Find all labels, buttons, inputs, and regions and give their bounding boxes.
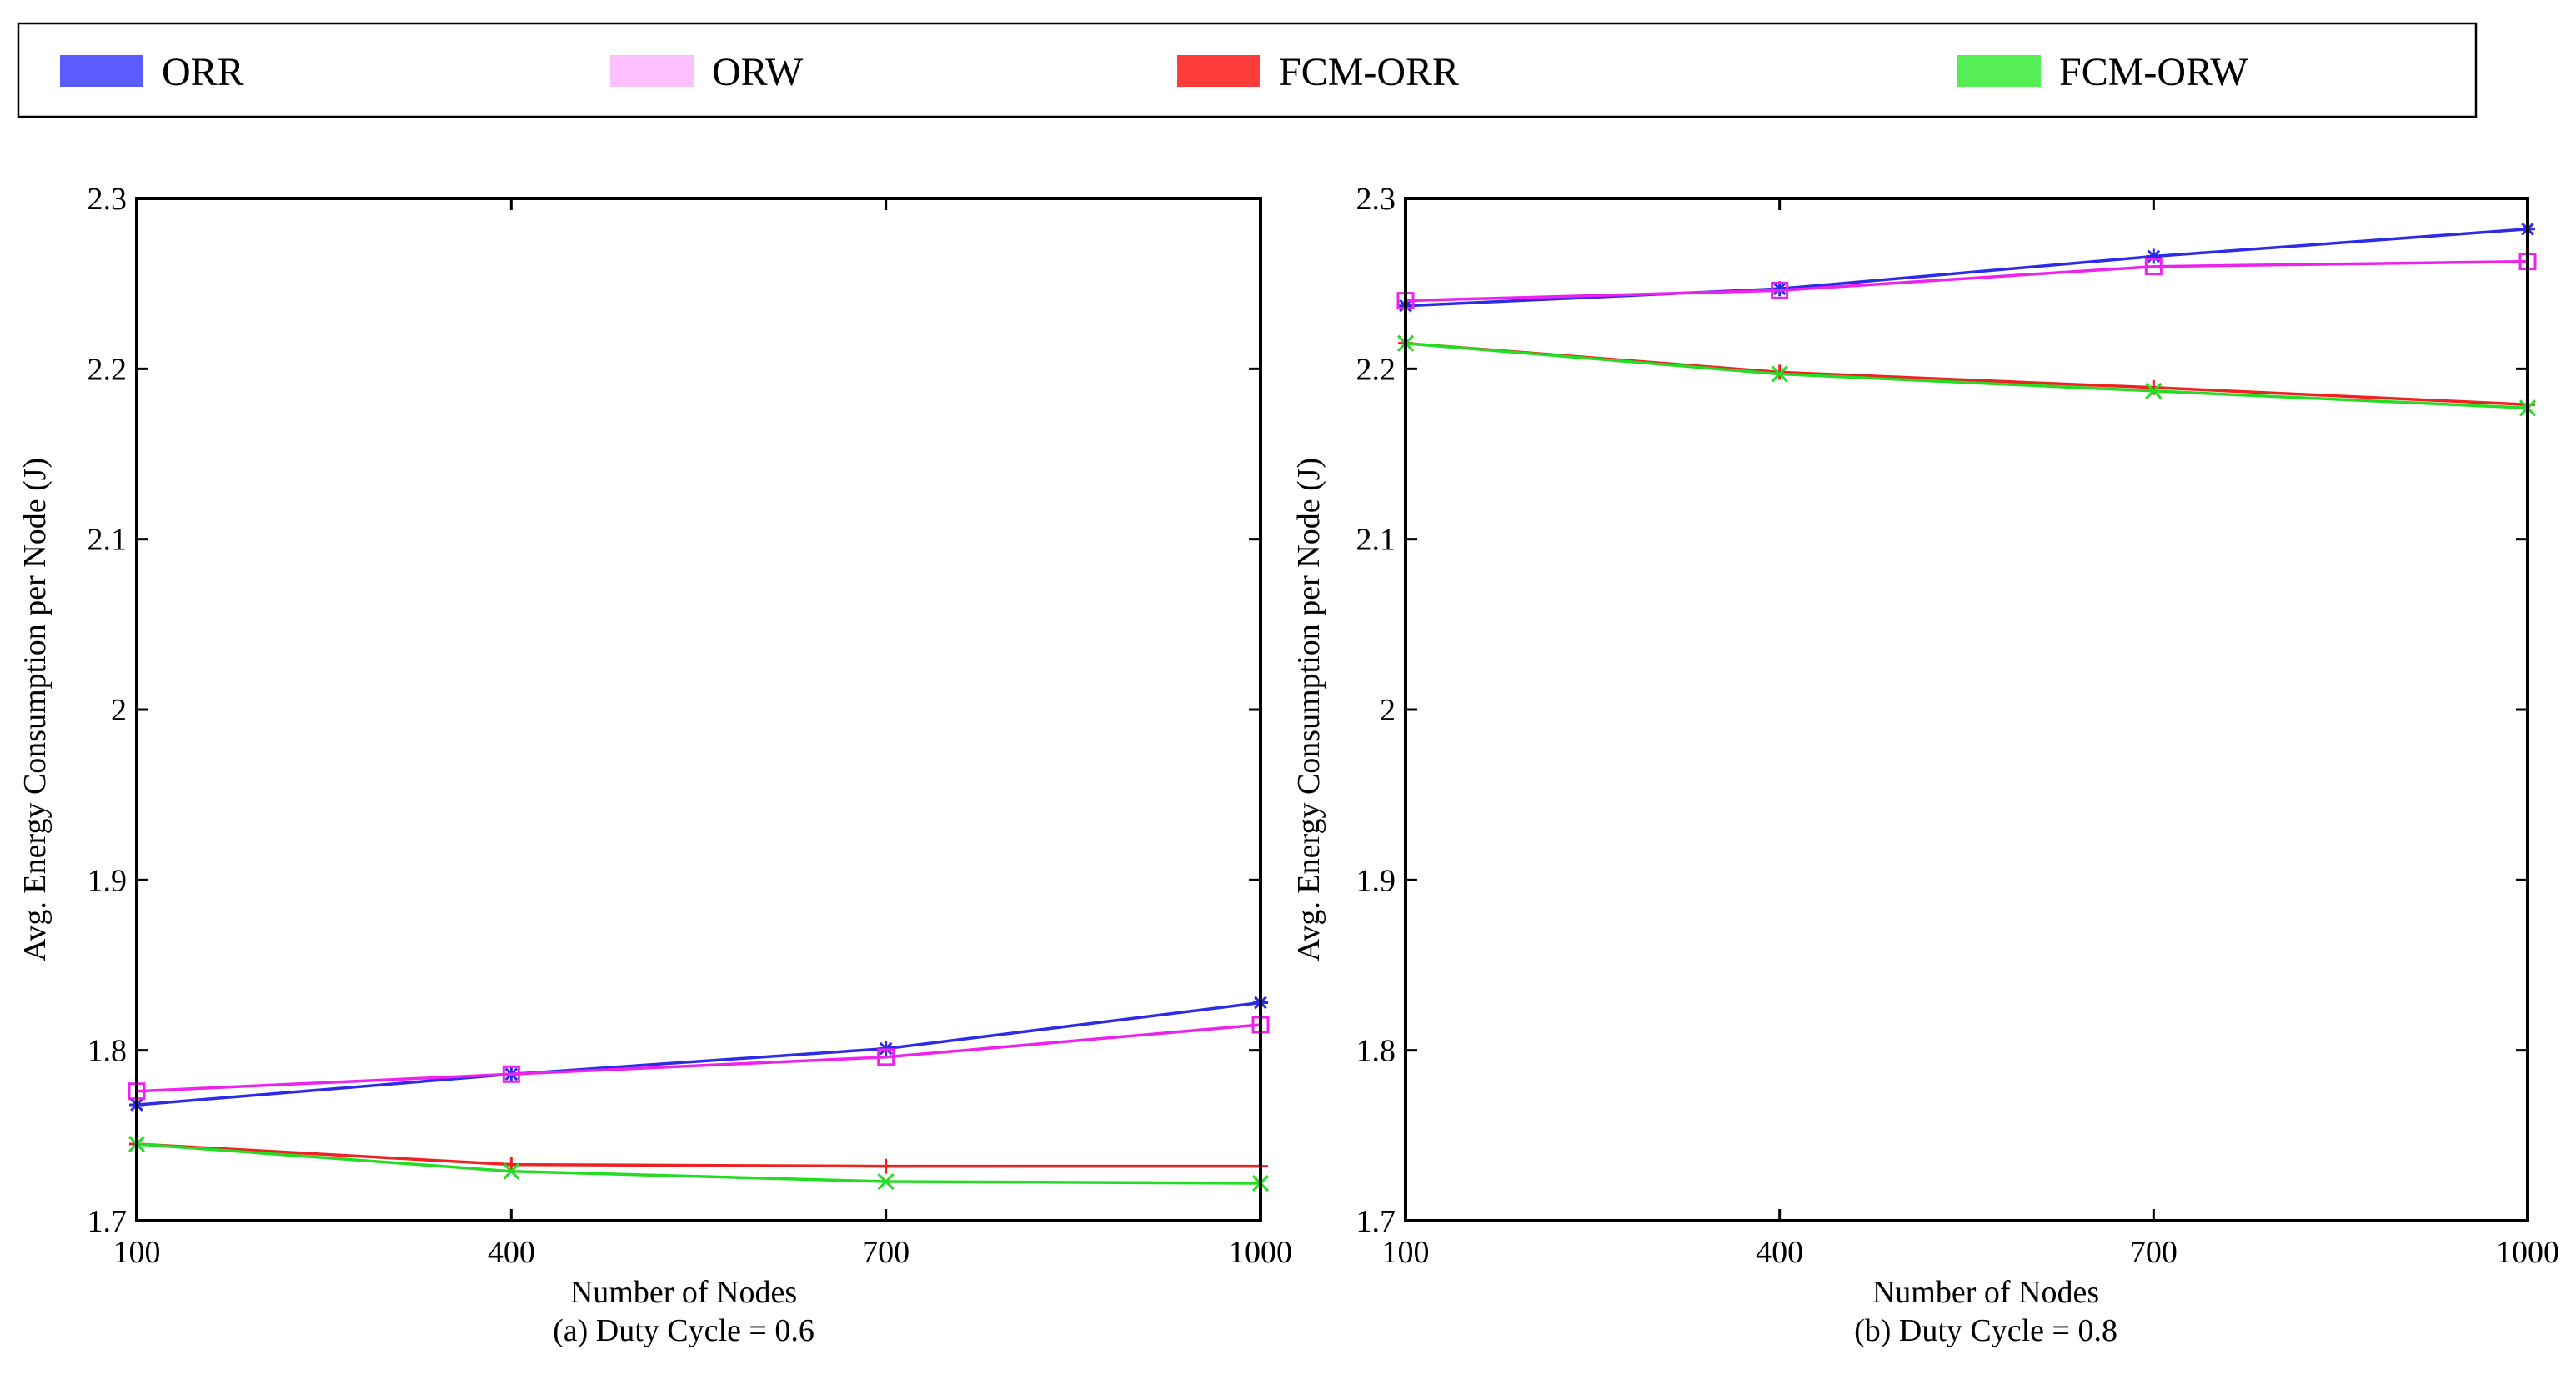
- data-point-orr: [2146, 248, 2162, 264]
- data-point-orw: [2144, 258, 2163, 276]
- x-tick-label: 700: [2130, 1235, 2178, 1270]
- series-line-fcm-orr: [136, 1142, 1260, 1168]
- data-point-fcm-orr: [2146, 379, 2162, 395]
- data-point-fcm-orr: [878, 1158, 894, 1174]
- series-line-orw: [1405, 259, 2528, 303]
- series-line-orw: [136, 1023, 1261, 1093]
- y-tick-label: 2.2: [88, 352, 128, 387]
- chart-caption: (b) Duty Cycle = 0.8: [1854, 1313, 2117, 1348]
- data-point-orw: [502, 1065, 520, 1083]
- legend-label-orr: ORR: [162, 50, 244, 94]
- y-tick-label: 2.1: [1356, 523, 1396, 558]
- data-point-fcm-orw: [877, 1172, 895, 1191]
- y-tick-label: 1.7: [88, 1204, 128, 1239]
- plot-frame: [135, 197, 1262, 1222]
- legend-swatch-orr: [60, 55, 143, 87]
- series-line-orr: [136, 1001, 1261, 1107]
- series-line-fcm-orw: [1405, 341, 2528, 410]
- y-tick-label: 2.3: [88, 182, 128, 217]
- y-axis-label: Avg. Energy Consumption per Node (J): [1291, 458, 1326, 961]
- y-axis-label: Avg. Energy Consumption per Node (J): [18, 458, 53, 961]
- x-tick-label: 700: [862, 1235, 910, 1270]
- x-tick-label: 1000: [1229, 1235, 1292, 1270]
- y-tick-label: 1.9: [88, 863, 128, 898]
- y-tick-label: 2.2: [1356, 352, 1396, 387]
- x-tick-label: 100: [1382, 1235, 1430, 1270]
- x-tick-label: 400: [488, 1235, 535, 1270]
- x-axis-label: Number of Nodes: [570, 1275, 797, 1310]
- y-tick-label: 1.7: [1356, 1204, 1396, 1239]
- series-line-fcm-orr: [1405, 341, 2528, 406]
- legend-swatch-orw: [610, 55, 694, 87]
- y-tick-label: 2.1: [88, 523, 128, 558]
- y-tick-label: 2.3: [1356, 182, 1396, 217]
- chart-caption: (a) Duty Cycle = 0.6: [553, 1313, 814, 1348]
- plot-frame: [1404, 197, 2529, 1222]
- x-tick-label: 400: [1756, 1235, 1803, 1270]
- chart-duty-cycle-0-8: 1.7 1.8 1.9 2 2.1 2.2 2.3 100 400 700 1000 Avg. En…: [1291, 182, 2559, 1348]
- data-point-fcm-orr: [504, 1157, 519, 1172]
- x-tick-label: 1000: [2496, 1235, 2559, 1270]
- legend-label-orw: ORW: [712, 50, 804, 94]
- legend-label-fcm-orw: FCM-ORW: [2059, 50, 2248, 94]
- data-point-orw: [1771, 281, 1789, 299]
- series-line-orr: [1405, 228, 2528, 308]
- data-point-fcm-orw: [503, 1162, 520, 1180]
- legend-swatch-fcm-orw: [1957, 55, 2041, 87]
- y-tick-label: 2: [111, 693, 127, 728]
- data-point-fcm-orw: [2145, 382, 2163, 399]
- legend-label-fcm-orr: FCM-ORR: [1279, 50, 1459, 94]
- y-tick-label: 1.8: [1356, 1034, 1396, 1069]
- x-axis-label: Number of Nodes: [1872, 1275, 2099, 1310]
- y-tick-label: 1.9: [1356, 863, 1396, 898]
- chart-duty-cycle-0-6: 1.7 1.8 1.9 2 2.1 2.2 2.3 100 400 700 1000 Avg. En…: [18, 182, 1292, 1348]
- data-point-fcm-orw: [1771, 365, 1788, 383]
- legend-swatch-fcm-orr: [1177, 55, 1260, 87]
- y-tick-label: 2: [1380, 693, 1396, 728]
- data-point-orw: [877, 1048, 895, 1066]
- y-tick-label: 1.8: [88, 1034, 128, 1069]
- x-tick-label: 100: [113, 1235, 161, 1270]
- legend: ORR ORW FCM-ORR FCM-ORW: [17, 22, 2478, 118]
- series-line-fcm-orw: [136, 1142, 1261, 1185]
